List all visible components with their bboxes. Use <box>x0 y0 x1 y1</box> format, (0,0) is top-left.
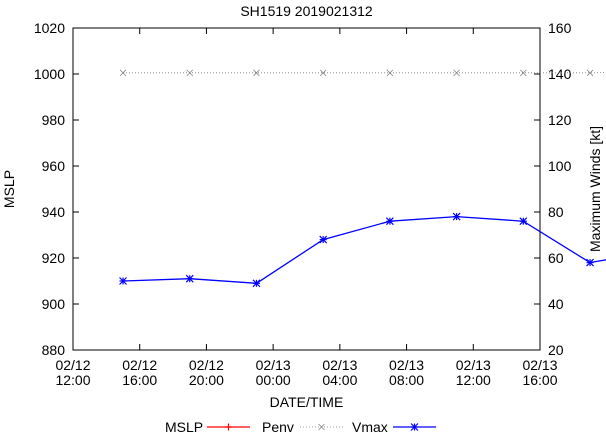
y-tick-label: 1020 <box>34 20 65 36</box>
y-tick-label: 960 <box>42 158 66 174</box>
data-point-vmax <box>586 258 594 267</box>
chart-title: SH1519 2019021312 <box>240 3 373 19</box>
x-tick-label-time: 16:00 <box>122 372 157 388</box>
y-tick-label: 900 <box>42 296 66 312</box>
x-tick-label-date: 02/12 <box>55 357 90 373</box>
data-point-vmax <box>519 217 528 226</box>
data-point-penv <box>253 69 260 77</box>
x-tick-label-time: 20:00 <box>189 372 224 388</box>
y-tick-label: 980 <box>42 112 66 128</box>
x-tick-label-date: 02/12 <box>122 357 157 373</box>
data-point-penv <box>119 69 127 77</box>
legend-label-mslp: MSLP <box>165 419 203 432</box>
y-tick-label: 1000 <box>34 66 65 82</box>
legend-label-penv: Penv <box>262 419 294 432</box>
y2-tick-label: 60 <box>548 250 564 266</box>
x-axis: 02/1212:0002/1216:0002/1220:0002/1300:00… <box>55 28 558 388</box>
series-line-penv <box>123 72 606 74</box>
data-point-vmax <box>452 212 461 221</box>
x-tick-label-date: 02/13 <box>389 357 424 373</box>
legend-marker-vmax <box>410 423 419 431</box>
data-point-penv <box>386 69 394 77</box>
x-tick-label-date: 02/13 <box>456 357 491 373</box>
y2-tick-label: 120 <box>548 112 572 128</box>
series-vmax <box>119 212 606 288</box>
y-tick-label: 880 <box>42 342 66 358</box>
y2-tick-label: 80 <box>548 204 564 220</box>
data-point-vmax <box>385 217 394 226</box>
x-tick-label-time: 12:00 <box>55 372 90 388</box>
x-tick-label-time: 12:00 <box>456 372 491 388</box>
data-point-penv <box>319 69 327 77</box>
data-point-vmax <box>319 235 328 244</box>
y-tick-label: 940 <box>42 204 66 220</box>
data-point-penv <box>186 69 194 77</box>
legend: MSLP Penv Vmax <box>165 419 436 432</box>
y2-tick-label: 160 <box>548 20 572 36</box>
x-tick-label-time: 08:00 <box>389 372 424 388</box>
data-point-penv <box>520 69 527 77</box>
data-point-vmax <box>185 274 194 283</box>
x-tick-label-date: 02/13 <box>522 357 557 373</box>
legend-label-vmax: Vmax <box>352 419 388 432</box>
y2-tick-label: 40 <box>548 296 564 312</box>
y2-tick-label: 100 <box>548 158 572 174</box>
series-layer <box>119 69 606 288</box>
y-tick-label: 920 <box>42 250 66 266</box>
data-point-vmax <box>252 279 261 288</box>
y2-tick-label: 20 <box>548 342 564 358</box>
x-tick-label-date: 02/12 <box>189 357 224 373</box>
y-axis-right: 20 40 60 80 100 120 140 160 <box>534 20 572 358</box>
data-point-penv <box>453 69 460 77</box>
legend-marker-penv <box>318 423 325 431</box>
y2-tick-label: 140 <box>548 66 572 82</box>
x-tick-label-date: 02/13 <box>322 357 357 373</box>
series-line-vmax <box>122 215 606 284</box>
x-tick-label-date: 02/13 <box>256 357 291 373</box>
data-point-vmax <box>119 277 127 285</box>
x-tick-label-time: 00:00 <box>256 372 291 388</box>
legend-marker-mslp <box>225 423 232 431</box>
series-penv <box>119 69 606 77</box>
plot-frame <box>72 27 541 351</box>
x-tick-label-time: 04:00 <box>322 372 357 388</box>
x-axis-title: DATE/TIME <box>270 394 344 410</box>
y-axis-title: MSLP <box>1 170 17 208</box>
y-axis-left: 880 900 920 940 960 980 1000 1020 <box>34 20 79 358</box>
x-tick-label-time: 16:00 <box>522 372 557 388</box>
data-point-penv <box>586 69 594 77</box>
y2-axis-title: Maximum Winds [kt] <box>587 126 603 252</box>
